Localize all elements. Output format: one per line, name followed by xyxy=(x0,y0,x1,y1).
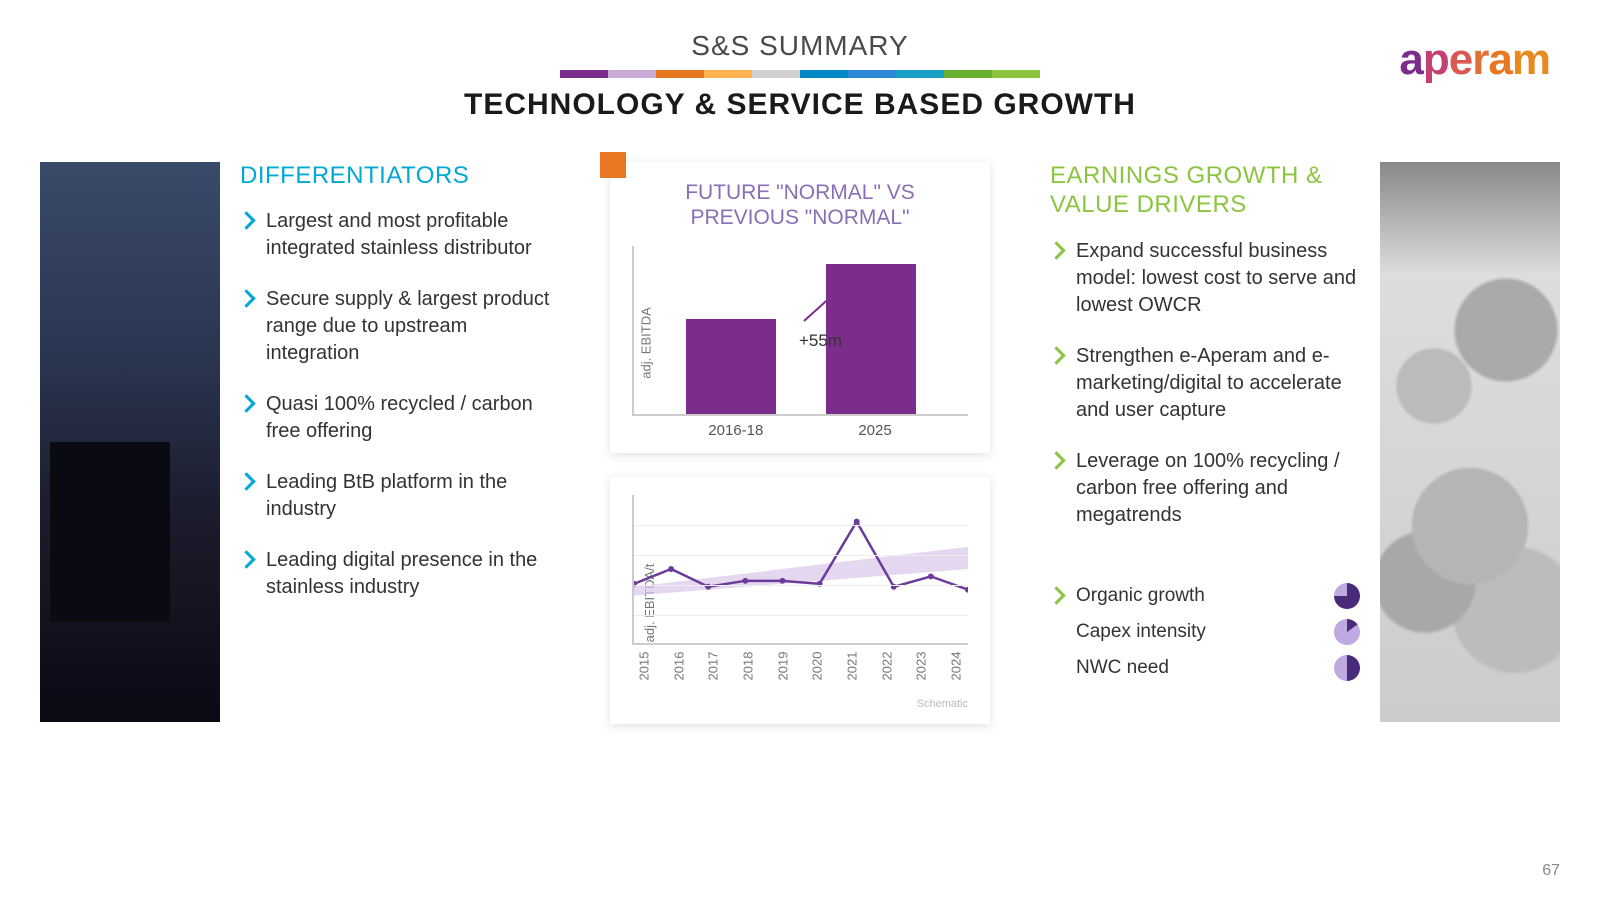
color-bar-segment xyxy=(752,70,800,78)
chart-x-label: 2016-18 xyxy=(708,422,763,439)
chart-x-label: 2018 xyxy=(740,661,755,681)
bar-chart-arrow-icon xyxy=(799,266,869,326)
aperam-logo: aperam xyxy=(1399,35,1550,85)
color-bar-segment xyxy=(656,70,704,78)
line-chart-x-labels: 2015 2016 2017 2018 2019 2020 2021 2022 2023 2024 xyxy=(632,651,968,678)
differentiators-column: DIFFERENTIATORS Largest and most profita… xyxy=(240,162,550,625)
color-bar-segment xyxy=(608,70,656,78)
color-bar-segment xyxy=(560,70,608,78)
list-item: Strengthen e-Aperam and e-marketing/digi… xyxy=(1050,343,1360,424)
line-chart-card: adj. EBITDA/t 20152016201720182019202020… xyxy=(610,477,990,724)
bar-chart-delta-label: +55m xyxy=(799,331,842,351)
image-left-facility xyxy=(40,162,220,722)
metric-row: Capex intensity xyxy=(1050,619,1360,645)
metrics-list: Organic growth Capex intensity NWC need xyxy=(1050,583,1360,681)
chart-x-label: 2023 xyxy=(914,661,929,681)
color-bar-segment xyxy=(704,70,752,78)
chart-x-label: 2019 xyxy=(775,661,790,681)
chart-x-label: 2017 xyxy=(706,661,721,681)
list-item: Leverage on 100% recycling / carbon free… xyxy=(1050,448,1360,529)
slide-header: S&S SUMMARY TECHNOLOGY & SERVICE BASED G… xyxy=(0,0,1600,122)
chart-bar xyxy=(686,319,776,414)
metric-label: Capex intensity xyxy=(1076,621,1206,643)
bar-chart-x-labels: 2016-18 2025 xyxy=(632,422,968,439)
color-bar-segment xyxy=(992,70,1040,78)
main-title: TECHNOLOGY & SERVICE BASED GROWTH xyxy=(0,88,1600,122)
metric-pie-icon xyxy=(1334,619,1360,645)
earnings-title: EARNINGS GROWTH & VALUE DRIVERS xyxy=(1050,162,1360,220)
bar-chart-title-line2: PREVIOUS "NORMAL" xyxy=(690,206,909,229)
metric-row: Organic growth xyxy=(1050,583,1360,609)
chart-x-label: 2021 xyxy=(844,661,859,681)
earnings-column: EARNINGS GROWTH & VALUE DRIVERS Expand s… xyxy=(1050,162,1360,691)
metric-pie-icon xyxy=(1334,655,1360,681)
bar-chart-title: FUTURE "NORMAL" VS PREVIOUS "NORMAL" xyxy=(632,180,968,230)
bar-chart-card: FUTURE "NORMAL" VS PREVIOUS "NORMAL" adj… xyxy=(610,162,990,453)
list-item: Quasi 100% recycled / carbon free offeri… xyxy=(240,391,550,445)
chart-x-label: 2016 xyxy=(671,661,686,681)
chart-x-label: 2025 xyxy=(858,422,891,439)
line-chart-area xyxy=(632,495,968,645)
metric-row: NWC need xyxy=(1050,655,1360,681)
list-item: Leading BtB platform in the industry xyxy=(240,469,550,523)
metric-label: NWC need xyxy=(1076,657,1169,679)
color-bar-segment xyxy=(800,70,848,78)
line-chart-svg xyxy=(634,495,968,643)
earnings-list: Expand successful business model: lowest… xyxy=(1050,238,1360,529)
chart-x-label: 2024 xyxy=(948,661,963,681)
chart-x-label: 2015 xyxy=(637,661,652,681)
chart-x-label: 2022 xyxy=(879,661,894,681)
schematic-label: Schematic xyxy=(632,698,968,710)
supertitle: S&S SUMMARY xyxy=(0,30,1600,62)
card-corner-tab xyxy=(600,152,626,178)
chart-x-label: 2020 xyxy=(810,661,825,681)
differentiators-list: Largest and most profitable integrated s… xyxy=(240,208,550,601)
color-bar-segment xyxy=(944,70,992,78)
charts-column: FUTURE "NORMAL" VS PREVIOUS "NORMAL" adj… xyxy=(570,162,1030,724)
color-bar-segment xyxy=(896,70,944,78)
bar-chart-title-line1: FUTURE "NORMAL" VS xyxy=(685,181,915,204)
page-number: 67 xyxy=(1542,862,1560,880)
list-item: Leading digital presence in the stainles… xyxy=(240,547,550,601)
list-item: Expand successful business model: lowest… xyxy=(1050,238,1360,319)
list-item: Secure supply & largest product range du… xyxy=(240,286,550,367)
bar-chart-area: +55m xyxy=(632,246,968,416)
color-bar xyxy=(560,70,1040,78)
metric-label: Organic growth xyxy=(1076,585,1205,607)
list-item: Largest and most profitable integrated s… xyxy=(240,208,550,262)
color-bar-segment xyxy=(848,70,896,78)
content-row: DIFFERENTIATORS Largest and most profita… xyxy=(0,122,1600,724)
image-right-coils xyxy=(1380,162,1560,722)
differentiators-title: DIFFERENTIATORS xyxy=(240,162,550,190)
metric-pie-icon xyxy=(1334,583,1360,609)
